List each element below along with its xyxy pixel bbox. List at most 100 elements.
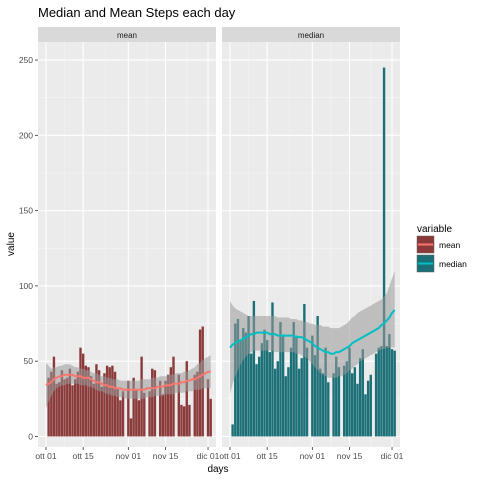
bar-mean	[151, 368, 154, 437]
bar-median	[234, 323, 237, 437]
bar-median	[380, 346, 383, 437]
bar-median	[305, 347, 309, 437]
bar-median	[332, 373, 335, 437]
bar-mean	[116, 388, 119, 437]
bar-median	[353, 367, 357, 437]
x-tick-label: ott 15	[257, 451, 279, 461]
bar-mean	[135, 389, 138, 437]
bar-median	[369, 374, 372, 437]
bar-median	[345, 361, 349, 437]
legend-label-median: median	[439, 259, 467, 269]
bar-mean	[172, 356, 175, 437]
bar-median	[361, 349, 365, 437]
facet-strip-mean	[38, 27, 216, 42]
bar-median	[244, 332, 248, 437]
bar-median	[279, 322, 282, 437]
x-tick-label: nov 01	[300, 451, 326, 461]
x-tick-label: dic 01	[197, 451, 220, 461]
x-tick-label: ott 15	[73, 451, 95, 461]
bar-median	[300, 358, 303, 437]
bar-mean	[105, 365, 109, 437]
bar-mean	[100, 386, 103, 437]
bar-median	[324, 347, 327, 437]
y-tick-label: 250	[19, 55, 33, 65]
bar-mean	[58, 382, 61, 437]
x-tick-label: dic 01	[381, 451, 404, 461]
bar-median	[236, 319, 240, 437]
bar-mean	[185, 361, 188, 437]
bar-median	[348, 347, 351, 437]
x-tick-label: nov 01	[116, 451, 142, 461]
y-tick-label: 150	[19, 206, 33, 216]
bar-mean	[76, 371, 80, 437]
x-tick-label: ott 01	[219, 451, 241, 461]
x-tick-label: nov 15	[337, 451, 363, 461]
bar-mean	[89, 376, 93, 437]
x-tick-label: ott 01	[35, 451, 57, 461]
legend-label-mean: mean	[439, 240, 461, 250]
bar-median	[335, 356, 338, 437]
bar-mean	[169, 367, 173, 437]
bar-median	[382, 67, 386, 437]
bar-mean	[55, 383, 58, 437]
panel-mean: mean ott 01 ott 15 nov 01 nov 15 dic 01	[35, 27, 220, 461]
bar-median	[265, 340, 269, 437]
bar-median	[364, 394, 367, 437]
bar-median	[313, 355, 317, 437]
y-tick-label: 200	[19, 130, 33, 140]
bar-mean	[84, 365, 88, 437]
bar-median	[287, 367, 290, 437]
bar-mean	[73, 379, 77, 437]
bar-mean	[111, 365, 114, 437]
facet-strip-label: mean	[117, 31, 137, 40]
bar-mean	[153, 370, 157, 437]
bar-median	[337, 367, 341, 437]
bar-mean	[97, 370, 101, 437]
bar-median	[273, 368, 277, 437]
bar-median	[239, 340, 242, 437]
bar-median	[358, 358, 362, 437]
y-tick-label: 100	[19, 281, 33, 291]
smooth-line-mean	[45, 370, 211, 391]
bar-mean	[206, 379, 210, 437]
bar-mean	[127, 380, 130, 437]
bar-mean	[196, 371, 199, 437]
bar-median	[385, 346, 388, 437]
bar-mean	[188, 404, 191, 437]
bar-mean	[95, 364, 98, 437]
bar-mean	[177, 374, 181, 437]
bar-mean	[66, 377, 69, 437]
bar-mean	[166, 374, 170, 437]
bar-mean	[182, 406, 186, 437]
bar-mean	[108, 367, 111, 437]
bar-median	[295, 335, 298, 437]
bar-mean	[164, 380, 167, 437]
bar-mean	[87, 367, 90, 437]
bar-mean	[132, 377, 135, 437]
bar-median	[263, 329, 266, 437]
x-tick-label: nov 15	[153, 451, 179, 461]
bar-median	[350, 373, 354, 437]
bar-mean	[148, 391, 151, 437]
bar-mean	[50, 371, 53, 437]
bar-median	[231, 424, 234, 437]
bar-median	[297, 368, 301, 437]
confidence-band-mean	[46, 355, 211, 408]
bar-median	[316, 316, 319, 437]
panel-median: median ott 01 ott 15 nov 01 nov 15 dic 01	[219, 27, 404, 461]
bar-median	[271, 302, 274, 437]
bar-median	[366, 380, 370, 437]
bar-median	[321, 373, 325, 437]
bar-median	[276, 361, 279, 437]
legend-title: variable	[417, 224, 452, 235]
bar-mean	[68, 368, 72, 437]
bar-mean	[71, 385, 74, 437]
bar-median	[390, 349, 394, 437]
bar-mean	[129, 418, 133, 437]
bar-mean	[159, 380, 162, 437]
bar-median	[292, 322, 295, 437]
bar-median	[319, 368, 322, 437]
bar-median	[388, 334, 391, 437]
chart-title: Median and Mean Steps each day	[38, 5, 236, 20]
